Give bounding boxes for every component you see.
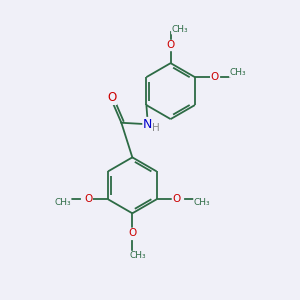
Text: CH₃: CH₃ xyxy=(54,198,71,207)
Text: O: O xyxy=(211,72,219,82)
Text: N: N xyxy=(143,118,152,131)
Text: H: H xyxy=(152,123,160,133)
Text: CH₃: CH₃ xyxy=(194,198,211,207)
Text: CH₃: CH₃ xyxy=(230,68,246,77)
Text: O: O xyxy=(128,228,136,238)
Text: O: O xyxy=(172,194,181,204)
Text: O: O xyxy=(167,40,175,50)
Text: CH₃: CH₃ xyxy=(172,25,188,34)
Text: O: O xyxy=(84,194,92,204)
Text: CH₃: CH₃ xyxy=(129,251,146,260)
Text: O: O xyxy=(107,91,116,104)
